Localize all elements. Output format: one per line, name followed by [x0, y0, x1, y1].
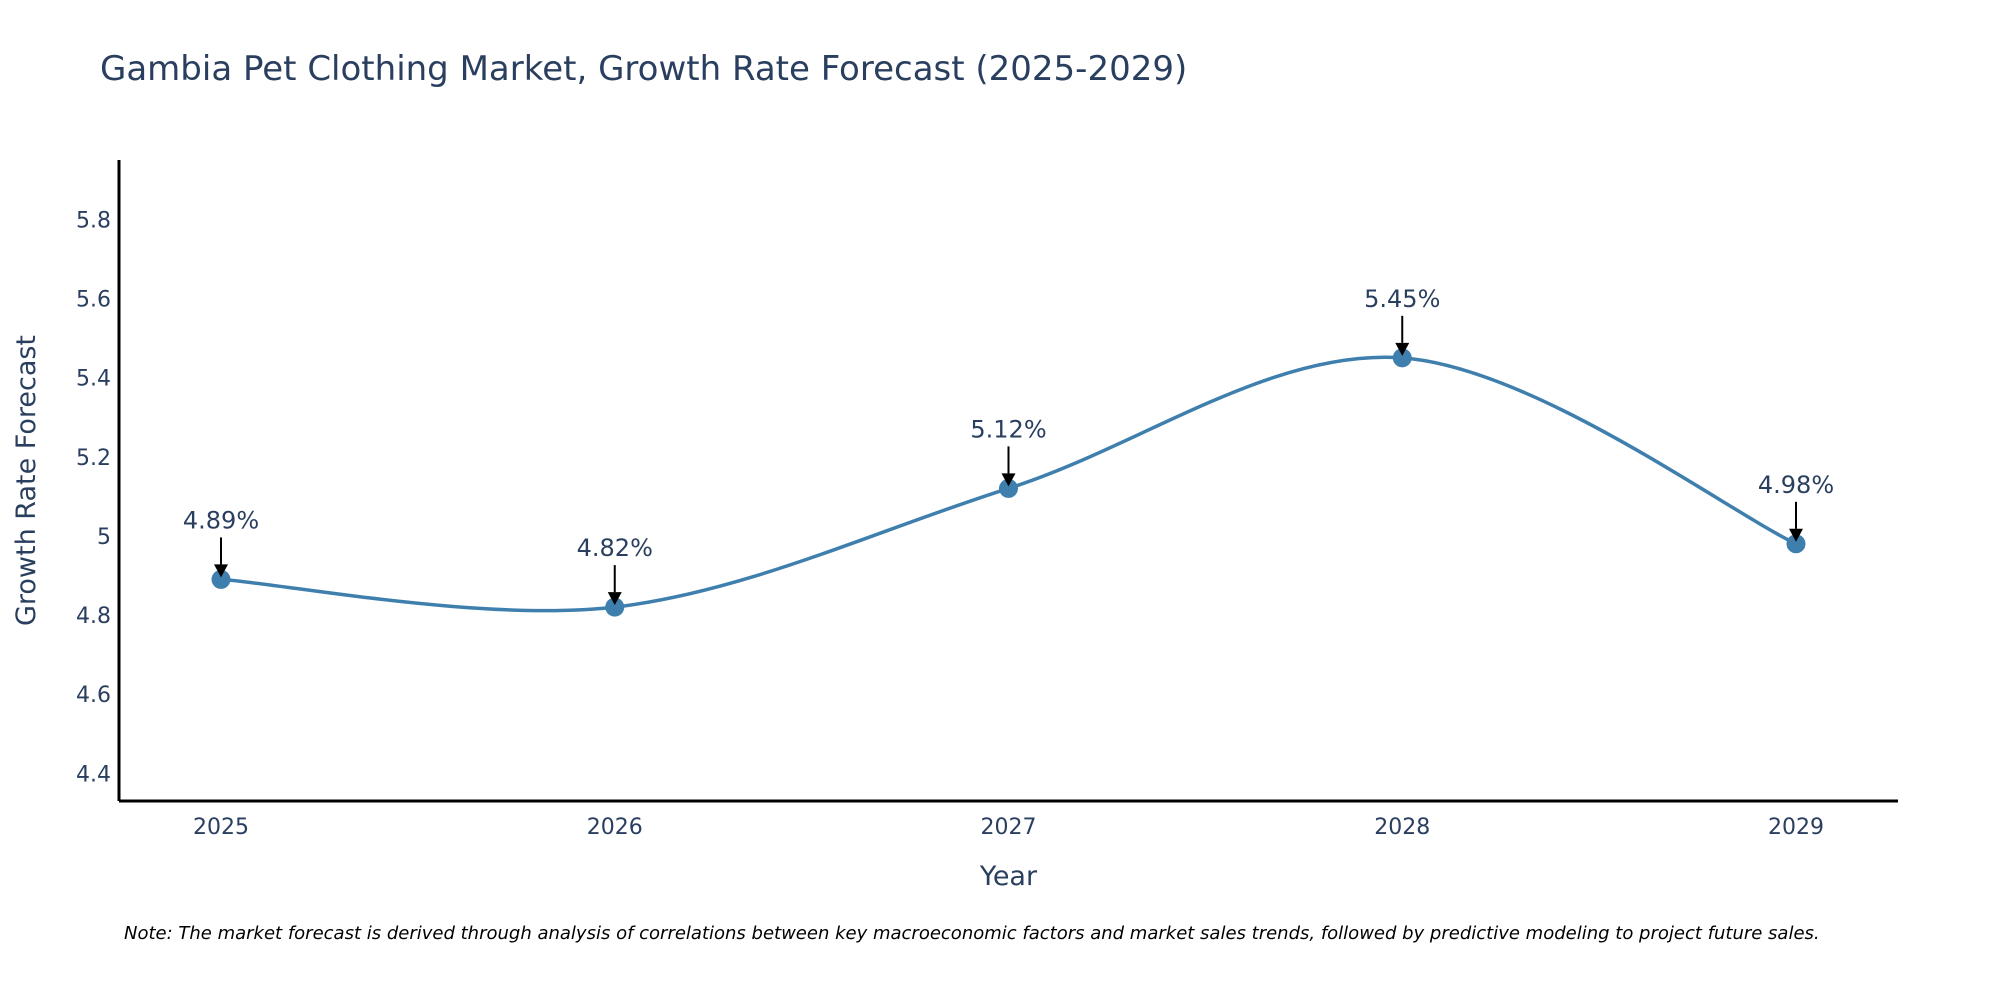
data-label: 4.89%: [183, 506, 259, 534]
y-axis-ticks: 4.4 4.6 4.8 5 5.2 5.4 5.6 5.8: [76, 208, 111, 787]
data-points: [211, 348, 1806, 617]
y-axis-title: Growth Rate Forecast: [11, 335, 42, 626]
x-axis-title: Year: [979, 861, 1038, 892]
data-point: [605, 597, 625, 617]
data-point: [1786, 534, 1806, 554]
y-tick-label: 4.6: [76, 683, 111, 708]
data-label: 5.12%: [970, 415, 1046, 443]
data-point: [999, 478, 1018, 498]
annotation-arrow-head: [214, 564, 228, 578]
data-label: 4.98%: [1758, 471, 1834, 499]
annotation-arrow-head: [1395, 342, 1410, 356]
footnote: Note: The market forecast is derived thr…: [124, 923, 1820, 944]
y-tick-label: 5: [97, 525, 111, 550]
x-axis-ticks: 2025 2026 2027 2028 2029: [193, 815, 1824, 840]
data-label: 4.82%: [577, 534, 653, 562]
data-point: [211, 569, 231, 589]
x-tick-label: 2028: [1374, 815, 1430, 840]
y-tick-label: 4.8: [76, 604, 111, 629]
y-tick-label: 4.4: [76, 762, 111, 787]
data-point: [1392, 348, 1412, 368]
annotation-arrow-head: [607, 592, 622, 606]
annotation-arrow-head: [1001, 473, 1016, 487]
chart-title: Gambia Pet Clothing Market, Growth Rate …: [100, 49, 1187, 89]
x-tick-label: 2027: [981, 815, 1037, 840]
y-tick-label: 5.8: [76, 208, 111, 233]
data-annotations: 4.89% 4.82% 5.12% 5.45% 4.98%: [183, 285, 1834, 606]
y-tick-label: 5.4: [76, 367, 111, 392]
y-tick-label: 5.2: [76, 446, 111, 471]
x-tick-label: 2026: [587, 815, 643, 840]
data-label: 5.45%: [1364, 285, 1440, 313]
y-tick-label: 5.6: [76, 287, 111, 312]
x-tick-label: 2025: [193, 815, 249, 840]
annotation-arrow-head: [1789, 528, 1803, 542]
x-tick-label: 2029: [1768, 815, 1824, 840]
